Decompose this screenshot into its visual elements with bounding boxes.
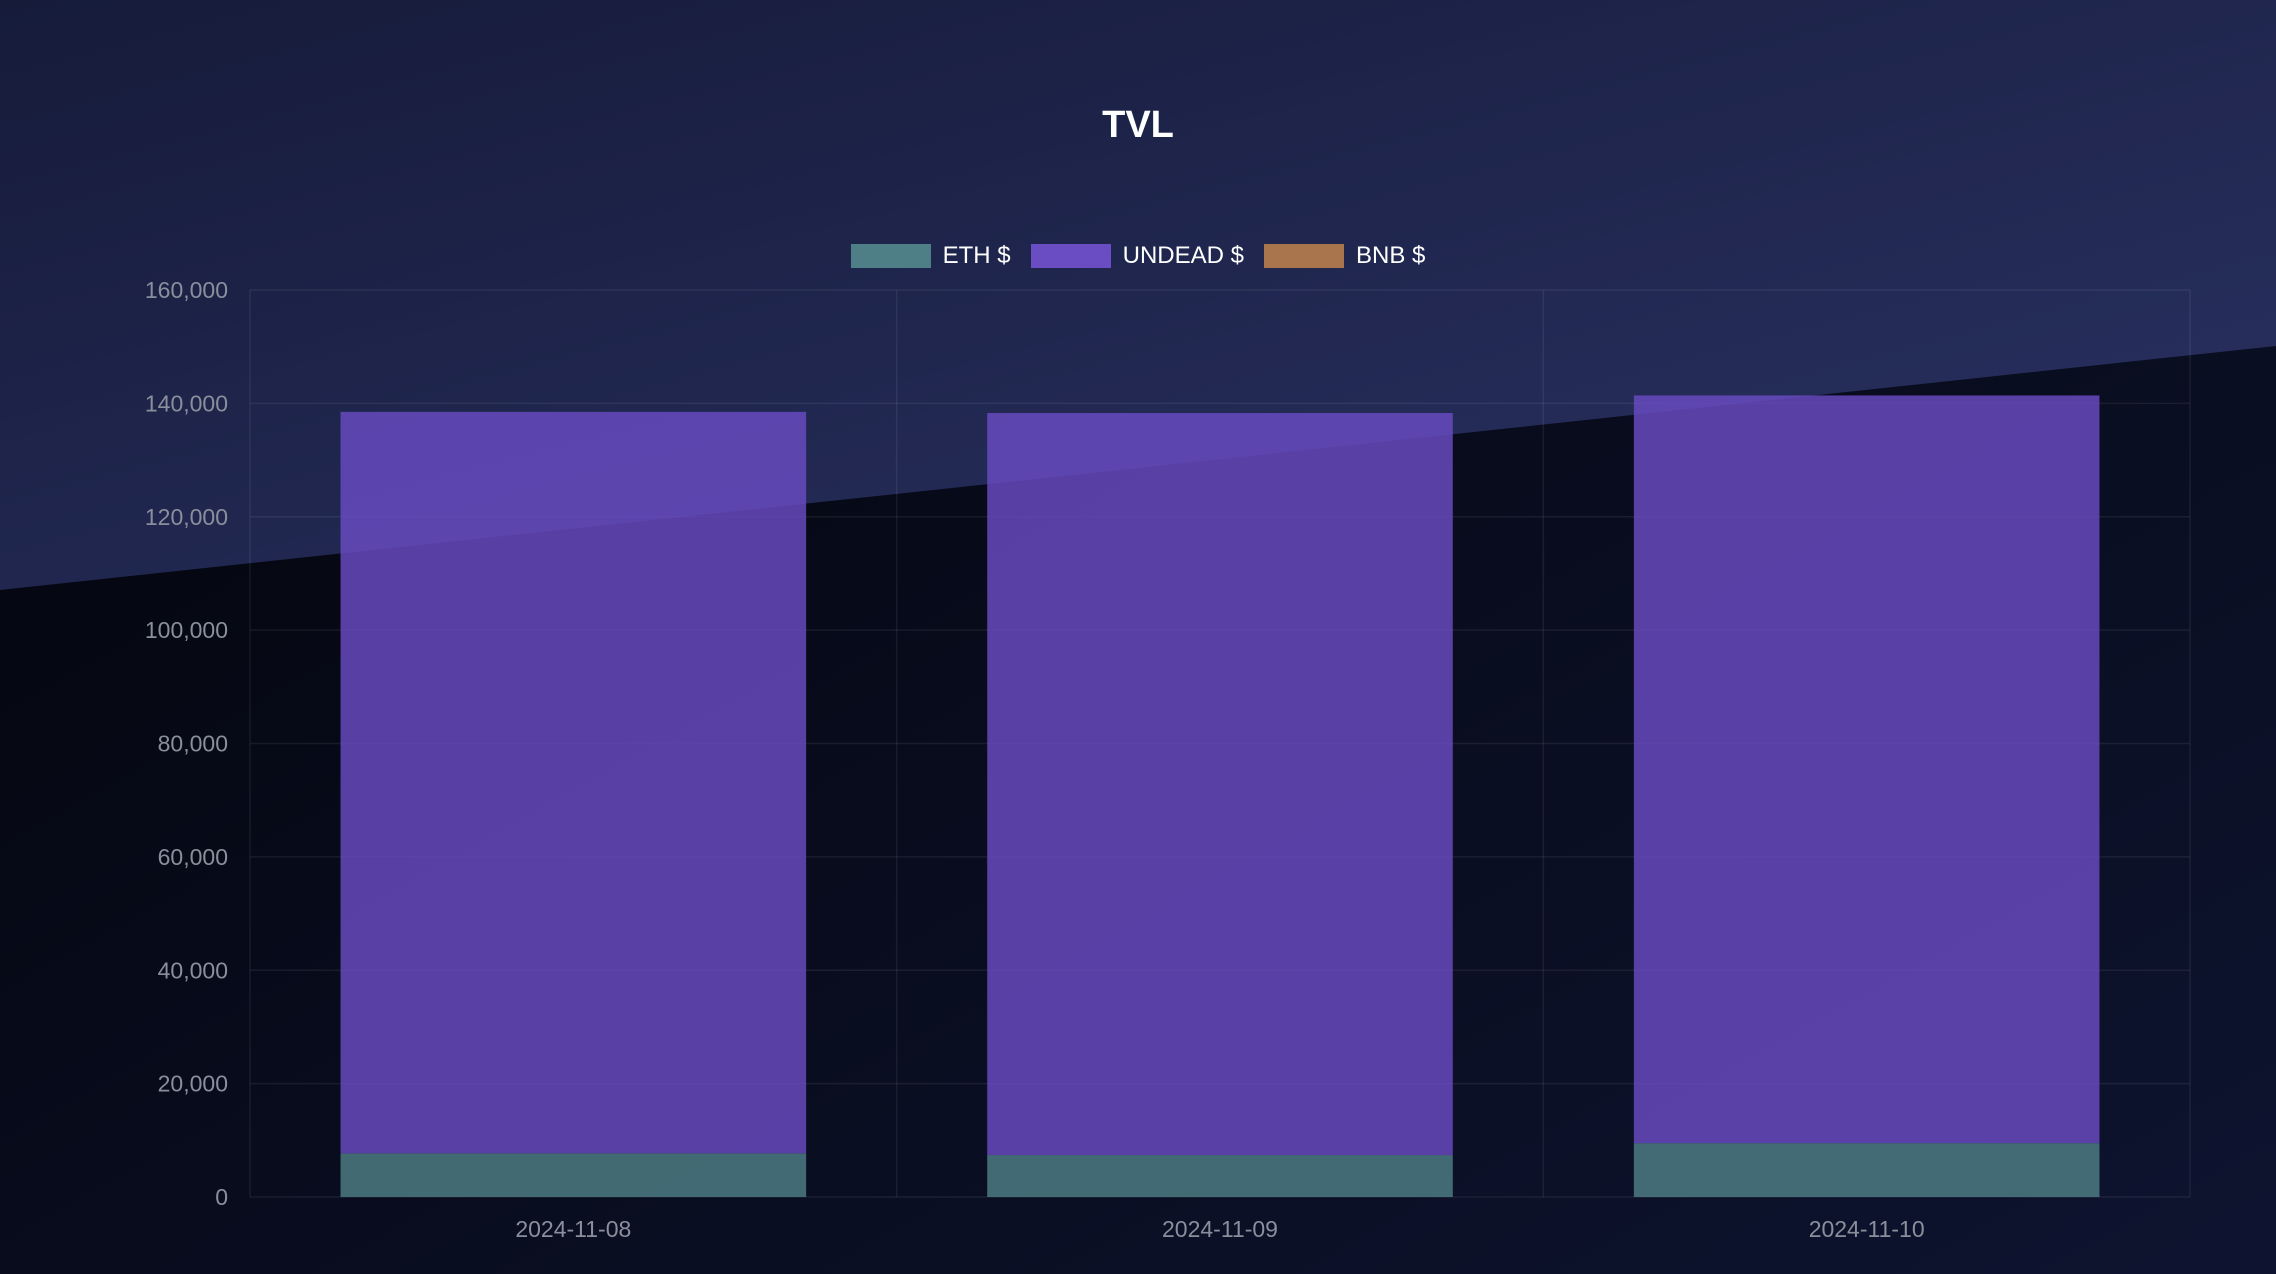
y-tick-label: 160,000 bbox=[145, 277, 228, 303]
legend-label-bnb: BNB $ bbox=[1356, 242, 1426, 269]
legend-swatch-undead bbox=[1030, 244, 1111, 268]
bar-eth bbox=[987, 1155, 1453, 1197]
bar-eth bbox=[1633, 1143, 2100, 1197]
legend-item-eth[interactable]: ETH $ bbox=[850, 242, 1011, 270]
legend-item-bnb[interactable]: BNB $ bbox=[1264, 242, 1425, 270]
y-tick-label: 40,000 bbox=[158, 957, 228, 983]
x-tick-label: 2024-11-09 bbox=[1162, 1216, 1278, 1242]
y-tick-label: 80,000 bbox=[158, 731, 228, 757]
legend-label-eth: ETH $ bbox=[942, 242, 1011, 269]
bar-undead bbox=[340, 411, 807, 1154]
y-tick-label: 0 bbox=[215, 1184, 228, 1210]
legend: ETH $ UNDEAD $ BNB $ bbox=[0, 242, 2276, 270]
bar-eth bbox=[340, 1153, 807, 1197]
bar-undead bbox=[1633, 395, 2100, 1144]
legend-label-undead: UNDEAD $ bbox=[1122, 242, 1244, 269]
y-tick-label: 100,000 bbox=[145, 617, 228, 643]
x-tick-label: 2024-11-08 bbox=[515, 1216, 631, 1242]
legend-swatch-eth bbox=[850, 244, 931, 268]
legend-swatch-bnb bbox=[1264, 244, 1344, 268]
y-tick-label: 20,000 bbox=[158, 1071, 228, 1097]
chart-title: TVL bbox=[1102, 104, 1174, 146]
y-tick-label: 120,000 bbox=[145, 504, 228, 530]
y-tick-label: 60,000 bbox=[158, 844, 228, 870]
bar-undead bbox=[987, 413, 1453, 1156]
legend-item-undead[interactable]: UNDEAD $ bbox=[1030, 242, 1244, 270]
x-tick-label: 2024-11-10 bbox=[1809, 1216, 1925, 1242]
y-tick-label: 140,000 bbox=[145, 390, 228, 416]
